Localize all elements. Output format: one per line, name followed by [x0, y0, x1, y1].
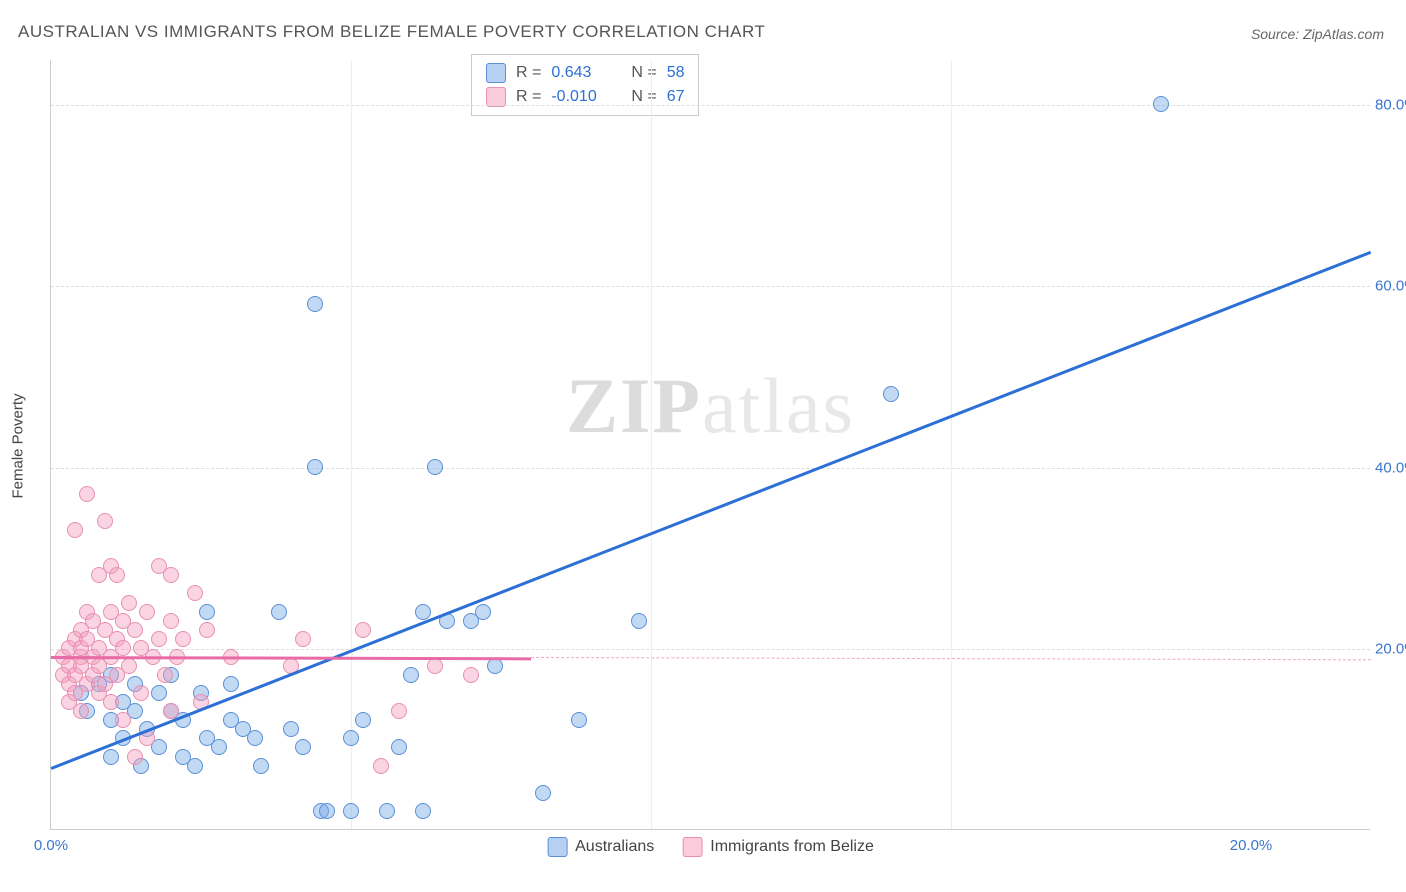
scatter-point [103, 694, 119, 710]
legend-r-value: -0.010 [551, 88, 611, 106]
scatter-point [253, 758, 269, 774]
scatter-point [343, 730, 359, 746]
scatter-point [379, 803, 395, 819]
scatter-point [115, 640, 131, 656]
correlation-legend-row: R = 0.643 N = 58 [486, 61, 684, 85]
scatter-point [127, 622, 143, 638]
scatter-point [271, 604, 287, 620]
scatter-point [133, 685, 149, 701]
scatter-point [223, 676, 239, 692]
legend-swatch-blue [547, 837, 567, 857]
y-axis-label: Female Poverty [10, 393, 27, 498]
x-tick-label: 20.0% [1230, 837, 1273, 854]
scatter-point [415, 604, 431, 620]
scatter-point [163, 613, 179, 629]
scatter-point [73, 703, 89, 719]
scatter-point [1153, 96, 1169, 112]
scatter-point [283, 721, 299, 737]
gridline-h [51, 286, 1370, 287]
plot-area: ZIPatlas R = 0.643 N = 58 R = -0.010 N = 67… [50, 60, 1370, 830]
gridline-h [51, 468, 1370, 469]
regression-line [51, 250, 1372, 769]
watermark: ZIPatlas [566, 361, 855, 451]
legend-r-label: R = [516, 64, 541, 82]
chart-title: AUSTRALIAN VS IMMIGRANTS FROM BELIZE FEM… [18, 22, 765, 42]
scatter-point [373, 758, 389, 774]
scatter-point [139, 604, 155, 620]
scatter-point [127, 749, 143, 765]
y-tick-label: 40.0% [1375, 459, 1406, 476]
legend-label: Immigrants from Belize [710, 838, 874, 856]
scatter-point [187, 585, 203, 601]
scatter-point [199, 604, 215, 620]
scatter-point [157, 667, 173, 683]
source-label: Source: ZipAtlas.com [1251, 26, 1384, 42]
series-legend: Australians Immigrants from Belize [547, 837, 874, 857]
gridline-h [51, 105, 1370, 106]
legend-r-label: R = [516, 88, 541, 106]
scatter-point [79, 486, 95, 502]
gridline-v [651, 60, 652, 829]
scatter-point [403, 667, 419, 683]
scatter-point [199, 622, 215, 638]
gridline-v [351, 60, 352, 829]
gridline-v [951, 60, 952, 829]
legend-n-value: 67 [667, 88, 685, 106]
scatter-point [163, 567, 179, 583]
y-tick-label: 60.0% [1375, 278, 1406, 295]
scatter-point [391, 739, 407, 755]
legend-swatch [486, 63, 506, 83]
legend-item-belize: Immigrants from Belize [682, 837, 874, 857]
scatter-point [571, 712, 587, 728]
scatter-point [295, 739, 311, 755]
scatter-point [631, 613, 647, 629]
legend-item-australians: Australians [547, 837, 654, 857]
scatter-point [475, 604, 491, 620]
legend-swatch-pink [682, 837, 702, 857]
scatter-point [463, 667, 479, 683]
scatter-point [187, 758, 203, 774]
scatter-point [115, 712, 131, 728]
scatter-point [391, 703, 407, 719]
correlation-legend: R = 0.643 N = 58 R = -0.010 N = 67 [471, 54, 699, 116]
scatter-point [67, 522, 83, 538]
gridline-h [51, 649, 1370, 650]
scatter-point [175, 631, 191, 647]
scatter-point [307, 459, 323, 475]
scatter-point [343, 803, 359, 819]
scatter-point [883, 386, 899, 402]
y-tick-label: 80.0% [1375, 97, 1406, 114]
scatter-point [103, 749, 119, 765]
scatter-point [307, 296, 323, 312]
scatter-point [151, 685, 167, 701]
scatter-point [97, 513, 113, 529]
scatter-point [121, 658, 137, 674]
legend-label: Australians [575, 838, 654, 856]
scatter-point [535, 785, 551, 801]
scatter-point [355, 712, 371, 728]
legend-swatch [486, 87, 506, 107]
legend-r-value: 0.643 [551, 64, 611, 82]
scatter-point [355, 622, 371, 638]
scatter-point [487, 658, 503, 674]
scatter-point [427, 459, 443, 475]
y-tick-label: 20.0% [1375, 640, 1406, 657]
scatter-point [109, 567, 125, 583]
legend-n-value: 58 [667, 64, 685, 82]
scatter-point [247, 730, 263, 746]
legend-n-label: N = [631, 64, 656, 82]
scatter-point [211, 739, 227, 755]
x-tick-label: 0.0% [34, 837, 68, 854]
scatter-point [319, 803, 335, 819]
scatter-point [427, 658, 443, 674]
legend-n-label: N = [631, 88, 656, 106]
scatter-point [151, 631, 167, 647]
scatter-point [415, 803, 431, 819]
scatter-point [121, 595, 137, 611]
scatter-point [295, 631, 311, 647]
